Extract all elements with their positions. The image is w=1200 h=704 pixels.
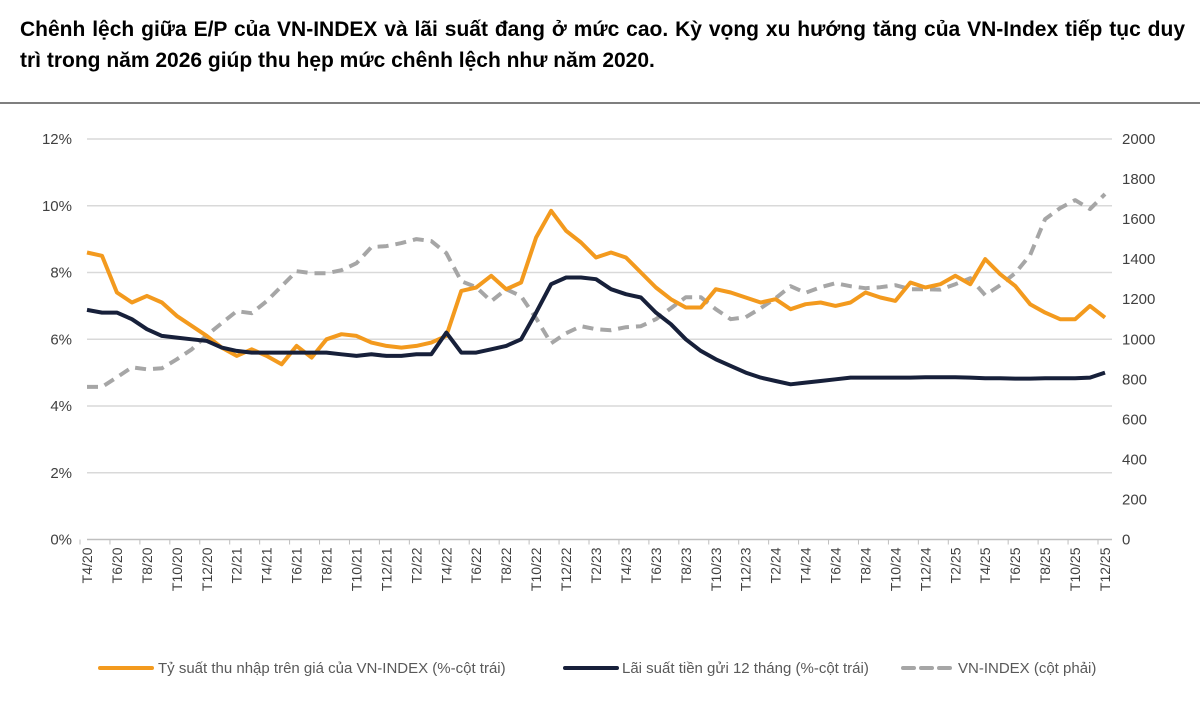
x-tick-label: T2/22 [408,547,424,583]
x-tick-label: T12/24 [917,547,933,591]
x-tick-label: T10/24 [887,547,903,591]
x-tick-label: T12/25 [1097,547,1113,591]
right-tick-label: 600 [1122,411,1147,428]
left-tick-label: 10% [42,198,72,215]
x-tick-label: T12/20 [199,547,215,591]
chart-title: Chênh lệch giữa E/P của VN-INDEX và lãi … [20,18,1185,72]
legend-label-0: Tỷ suất thu nhập trên giá của VN-INDEX (… [158,660,506,677]
left-tick-label: 8% [50,265,72,282]
x-tick-label: T6/23 [648,547,664,583]
left-tick-label: 6% [50,331,72,348]
x-tick-label: T8/21 [319,547,335,583]
x-tick-label: T8/22 [498,547,514,583]
x-tick-label: T10/22 [528,547,544,591]
right-tick-label: 2000 [1122,131,1155,148]
x-tick-label: T6/24 [828,547,844,583]
left-tick-label: 0% [50,532,72,549]
right-tick-label: 400 [1122,451,1147,468]
right-tick-label: 1600 [1122,211,1155,228]
x-tick-label: T8/25 [1037,547,1053,583]
x-tick-label: T8/24 [857,547,873,583]
x-tick-label: T10/21 [348,547,364,591]
right-tick-label: 800 [1122,371,1147,388]
x-tick-label: T4/21 [259,547,275,583]
right-tick-label: 1800 [1122,171,1155,188]
x-tick-label: T10/23 [708,547,724,591]
x-tick-label: T6/21 [289,547,305,583]
series-line-2 [87,192,1107,389]
x-tick-label: T10/25 [1067,547,1083,591]
x-tick-label: T4/24 [798,547,814,583]
x-tick-label: T2/24 [768,547,784,583]
x-tick-label: T12/22 [558,547,574,591]
right-tick-label: 0 [1122,532,1130,549]
x-tick-label: T4/20 [79,547,95,583]
x-tick-label: T8/20 [139,547,155,583]
x-tick-label: T12/23 [738,547,754,591]
series-line-0 [86,208,1107,367]
title-divider [0,102,1200,104]
x-tick-label: T4/25 [977,547,993,583]
x-tick-label: T8/23 [678,547,694,583]
x-tick-label: T4/23 [618,547,634,583]
left-tick-label: 12% [42,131,72,148]
x-tick-label: T6/20 [109,547,125,583]
x-tick-label: T12/21 [378,547,394,591]
left-tick-label: 2% [50,465,72,482]
legend-label-2: VN-INDEX (cột phải) [958,660,1096,677]
x-tick-label: T6/22 [468,547,484,583]
series-line-1 [86,275,1106,387]
left-axis-labels: 0% 2% 4% 6% 8% 10% 12% [42,131,72,549]
legend-label-1: Lãi suất tiền gửi 12 tháng (%-cột trái) [622,660,869,677]
x-tick-label: T2/23 [588,547,604,583]
x-tick-label: T6/25 [1007,547,1023,583]
legend: Tỷ suất thu nhập trên giá của VN-INDEX (… [98,660,1096,677]
right-tick-label: 1200 [1122,291,1155,308]
right-tick-label: 200 [1122,491,1147,508]
x-axis: T4/20 T6/20 T8/20 T10/20 T12/20 T2/21 T4/21 T6/… [79,539,1113,591]
left-tick-label: 4% [50,398,72,415]
right-axis-labels: 0 200 400 600 800 1000 1200 1400 1600 1800 2000 [1122,131,1155,549]
x-tick-label: T4/22 [438,547,454,583]
x-tick-label: T2/21 [229,547,245,583]
gridlines [87,138,1112,541]
right-tick-label: 1000 [1122,331,1155,348]
right-tick-label: 1400 [1122,251,1155,268]
x-tick-label: T2/25 [947,547,963,583]
x-tick-label: T10/20 [169,547,185,591]
series-lines [86,192,1107,389]
